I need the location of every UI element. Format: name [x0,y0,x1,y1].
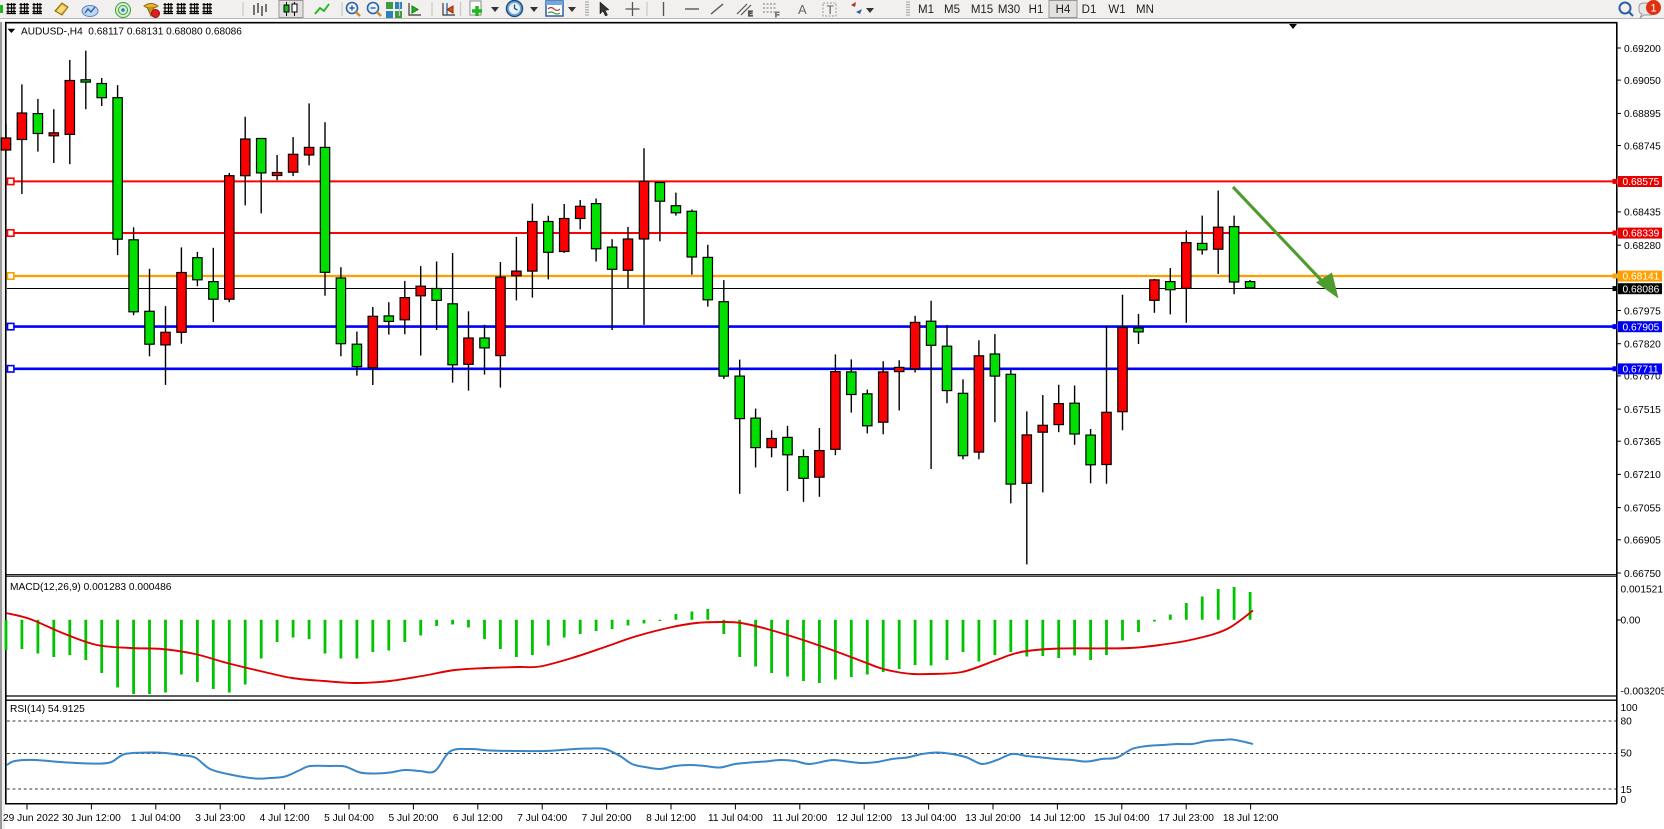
svg-text:M15: M15 [971,4,993,16]
svg-text:1 Jul 04:00: 1 Jul 04:00 [131,813,181,824]
svg-text:7 Jul 20:00: 7 Jul 20:00 [582,813,632,824]
svg-text:0.66905: 0.66905 [1624,536,1661,547]
svg-text:50: 50 [1621,748,1633,759]
svg-text:0.68280: 0.68280 [1624,241,1661,252]
svg-text:0.68745: 0.68745 [1624,141,1661,152]
svg-text:AUDUSD-,H4 0.68117 0.68131 0.: AUDUSD-,H4 0.68117 0.68131 0.68080 0.680… [21,26,242,37]
svg-text:0: 0 [1621,795,1627,806]
svg-text:4 Jul 12:00: 4 Jul 12:00 [260,813,310,824]
svg-text:1: 1 [1650,3,1656,15]
svg-text:7 Jul 04:00: 7 Jul 04:00 [517,813,567,824]
svg-text:0.66750: 0.66750 [1624,569,1661,580]
svg-text:14 Jul 12:00: 14 Jul 12:00 [1030,813,1086,824]
svg-text:13 Jul 04:00: 13 Jul 04:00 [901,813,957,824]
svg-text:29 Jun 2022: 29 Jun 2022 [3,813,59,824]
svg-text:0.67975: 0.67975 [1624,306,1661,317]
svg-text:0.68339: 0.68339 [1623,229,1660,240]
svg-text:0.67670: 0.67670 [1624,372,1661,383]
svg-text:W1: W1 [1108,4,1125,16]
svg-text:5 Jul 04:00: 5 Jul 04:00 [324,813,374,824]
svg-text:0.67905: 0.67905 [1623,322,1660,333]
svg-text:17 Jul 23:00: 17 Jul 23:00 [1158,813,1214,824]
svg-text:T: T [827,3,835,17]
svg-text:6 Jul 12:00: 6 Jul 12:00 [453,813,503,824]
svg-text:E: E [748,11,753,18]
svg-text:0.67711: 0.67711 [1623,365,1659,376]
svg-text:0.69200: 0.69200 [1624,44,1661,55]
svg-text:15: 15 [1621,785,1633,796]
svg-text:M30: M30 [998,4,1020,16]
svg-text:0.68141: 0.68141 [1623,272,1660,283]
svg-text:30 Jun 12:00: 30 Jun 12:00 [62,813,121,824]
svg-text:RSI(14) 54.9125: RSI(14) 54.9125 [10,704,85,715]
svg-text:0.69050: 0.69050 [1624,76,1661,87]
svg-text:80: 80 [1621,717,1633,728]
svg-text:11 Jul 04:00: 11 Jul 04:00 [708,813,763,824]
svg-text:100: 100 [1621,703,1638,714]
svg-text:8 Jul 12:00: 8 Jul 12:00 [646,813,696,824]
svg-text:13 Jul 20:00: 13 Jul 20:00 [965,813,1021,824]
svg-text:0.67055: 0.67055 [1624,503,1661,514]
svg-text:0.00: 0.00 [1621,616,1641,627]
svg-text:H4: H4 [1056,4,1071,16]
svg-text:MN: MN [1136,4,1154,16]
svg-text:0.67515: 0.67515 [1624,405,1661,416]
svg-text:0.68435: 0.68435 [1624,208,1661,219]
svg-text:0.67210: 0.67210 [1624,470,1661,481]
svg-text:D1: D1 [1082,4,1097,16]
svg-text:15 Jul 04:00: 15 Jul 04:00 [1094,813,1150,824]
svg-text:0.68895: 0.68895 [1624,109,1661,120]
svg-text:0.67365: 0.67365 [1624,437,1661,448]
svg-text:18 Jul 12:00: 18 Jul 12:00 [1223,813,1279,824]
svg-text:12 Jul 12:00: 12 Jul 12:00 [836,813,892,824]
svg-text:MACD(12,26,9) 0.001283 0.00048: MACD(12,26,9) 0.001283 0.000486 [10,582,172,593]
svg-text:0.001521: 0.001521 [1621,585,1664,596]
svg-text:11 Jul 20:00: 11 Jul 20:00 [772,813,827,824]
svg-text:-0.003205: -0.003205 [1621,687,1664,698]
svg-text:A: A [798,2,807,17]
svg-text:0.68575: 0.68575 [1623,177,1660,188]
svg-text:0.68086: 0.68086 [1623,284,1660,295]
svg-text:5 Jul 20:00: 5 Jul 20:00 [388,813,438,824]
svg-text:0.67820: 0.67820 [1624,340,1661,351]
svg-text:H1: H1 [1029,4,1044,16]
svg-text:F: F [775,12,779,18]
svg-text:M1: M1 [918,4,934,16]
svg-text:M5: M5 [944,4,960,16]
svg-text:3 Jul 23:00: 3 Jul 23:00 [195,813,245,824]
